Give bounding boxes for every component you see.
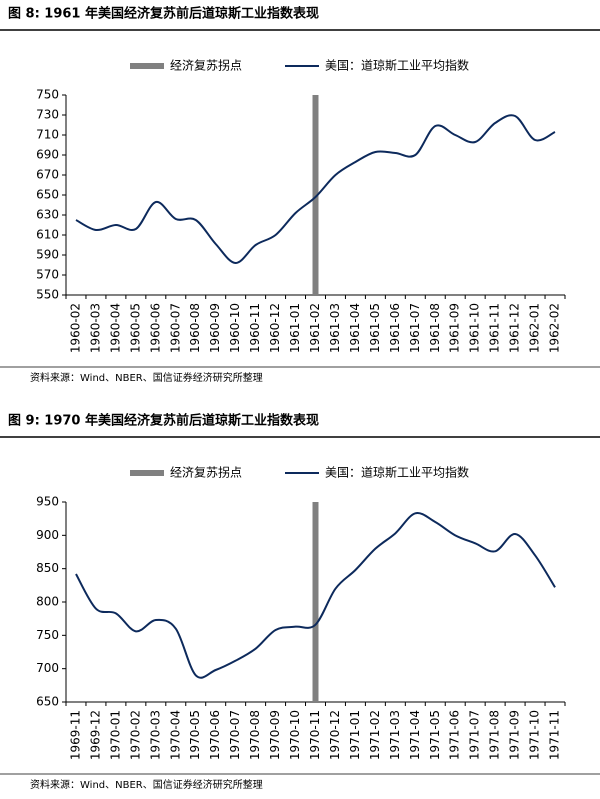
- y-tick-label: 750: [36, 88, 59, 102]
- x-tick-label: 1961-01: [288, 303, 302, 353]
- x-tick-label: 1960-09: [208, 303, 222, 353]
- x-tick-label: 1970-01: [108, 710, 122, 760]
- x-tick-label: 1970-10: [288, 710, 302, 760]
- x-tick-label: 1970-02: [128, 710, 142, 760]
- source: 资料来源：Wind、NBER、国信证券经济研究所整理: [30, 778, 263, 791]
- legend-label: 经济复苏拐点: [170, 58, 242, 73]
- y-tick-label: 670: [36, 168, 59, 182]
- x-tick-label: 1970-06: [208, 710, 222, 760]
- y-tick-label: 950: [36, 495, 59, 509]
- x-tick-label: 1960-07: [168, 303, 182, 353]
- x-tick-label: 1961-08: [428, 303, 442, 353]
- y-tick-label: 710: [36, 128, 59, 142]
- y-tick-label: 690: [36, 148, 59, 162]
- x-tick-label: 1971-06: [448, 710, 462, 760]
- x-tick-label: 1961-06: [388, 303, 402, 353]
- x-tick-label: 1971-03: [388, 710, 402, 760]
- x-tick-label: 1961-12: [508, 303, 522, 353]
- x-tick-label: 1971-04: [408, 710, 422, 760]
- y-tick-label: 570: [36, 268, 59, 282]
- x-tick-label: 1962-01: [528, 303, 542, 353]
- x-tick-label: 1961-02: [308, 303, 322, 353]
- legend-label: 美国：道琼斯工业平均指数: [325, 58, 469, 73]
- y-tick-label: 700: [36, 661, 59, 675]
- x-tick-label: 1960-11: [248, 303, 262, 353]
- chart-title: 图 8: 1961 年美国经济复苏前后道琼斯工业指数表现: [8, 6, 319, 22]
- x-tick-label: 1971-01: [348, 710, 362, 760]
- y-tick-label: 750: [36, 628, 59, 642]
- x-tick-label: 1960-06: [148, 303, 162, 353]
- y-tick-label: 550: [36, 288, 59, 302]
- recovery-marker: [312, 502, 319, 702]
- x-tick-label: 1970-11: [308, 710, 322, 760]
- x-tick-label: 1962-02: [548, 303, 562, 353]
- x-tick-label: 1960-04: [108, 303, 122, 353]
- x-tick-label: 1961-09: [448, 303, 462, 353]
- source: 资料来源：Wind、NBER、国信证券经济研究所整理: [30, 371, 263, 384]
- x-tick-label: 1960-12: [268, 303, 282, 353]
- y-tick-label: 850: [36, 561, 59, 575]
- x-tick-label: 1961-10: [468, 303, 482, 353]
- recovery-marker: [312, 95, 319, 295]
- y-tick-label: 730: [36, 108, 59, 122]
- legend-label: 经济复苏拐点: [170, 465, 242, 480]
- x-tick-label: 1961-07: [408, 303, 422, 353]
- y-tick-label: 650: [36, 695, 59, 709]
- x-tick-label: 1970-05: [188, 710, 202, 760]
- x-tick-label: 1970-12: [328, 710, 342, 760]
- x-tick-label: 1961-05: [368, 303, 382, 353]
- index-line: [75, 114, 556, 265]
- x-tick-label: 1971-05: [428, 710, 442, 760]
- y-tick-label: 800: [36, 595, 59, 609]
- y-tick-label: 610: [36, 228, 59, 242]
- x-tick-label: 1971-09: [508, 710, 522, 760]
- y-tick-label: 900: [36, 528, 59, 542]
- y-tick-label: 630: [36, 208, 59, 222]
- x-tick-label: 1971-08: [488, 710, 502, 760]
- x-tick-label: 1960-08: [188, 303, 202, 353]
- legend-label: 美国：道琼斯工业平均指数: [325, 465, 469, 480]
- x-tick-label: 1961-03: [328, 303, 342, 353]
- x-tick-label: 1971-07: [468, 710, 482, 760]
- index-line: [75, 512, 556, 679]
- x-tick-label: 1969-11: [68, 710, 82, 760]
- x-tick-label: 1960-05: [128, 303, 142, 353]
- x-tick-label: 1969-12: [88, 710, 102, 760]
- x-tick-label: 1970-09: [268, 710, 282, 760]
- x-tick-label: 1961-11: [488, 303, 502, 353]
- x-tick-label: 1971-02: [368, 710, 382, 760]
- y-tick-label: 650: [36, 188, 59, 202]
- x-tick-label: 1960-03: [88, 303, 102, 353]
- x-tick-label: 1971-11: [548, 710, 562, 760]
- chart-title: 图 9: 1970 年美国经济复苏前后道琼斯工业指数表现: [8, 413, 319, 429]
- x-tick-label: 1961-04: [348, 303, 362, 353]
- x-tick-label: 1970-03: [148, 710, 162, 760]
- x-tick-label: 1970-04: [168, 710, 182, 760]
- x-tick-label: 1960-02: [68, 303, 82, 353]
- y-tick-label: 590: [36, 248, 59, 262]
- x-tick-label: 1971-10: [528, 710, 542, 760]
- x-tick-label: 1970-08: [248, 710, 262, 760]
- x-tick-label: 1960-10: [228, 303, 242, 353]
- x-tick-label: 1970-07: [228, 710, 242, 760]
